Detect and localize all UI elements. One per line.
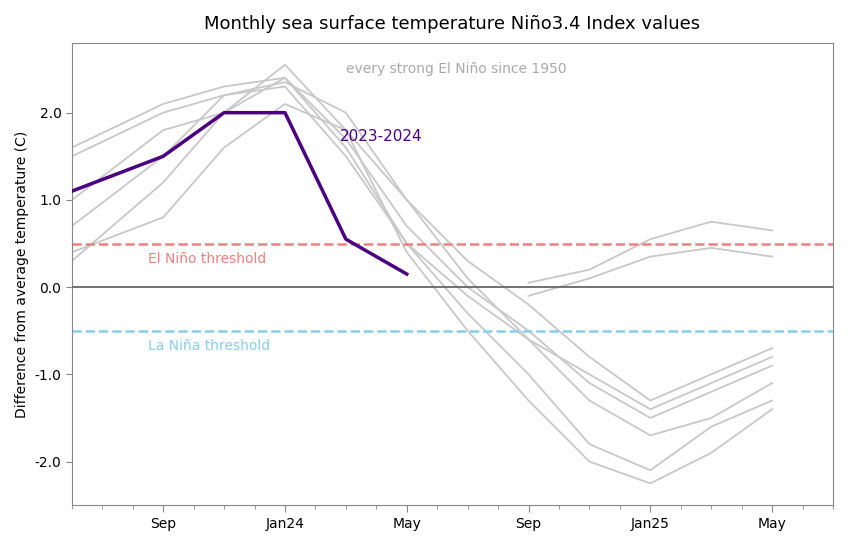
Text: 2023-2024: 2023-2024	[340, 129, 422, 144]
Title: Monthly sea surface temperature Niño3.4 Index values: Monthly sea surface temperature Niño3.4 …	[204, 15, 700, 33]
Text: every strong El Niño since 1950: every strong El Niño since 1950	[346, 62, 566, 76]
Y-axis label: Difference from average temperature (C): Difference from average temperature (C)	[15, 130, 29, 418]
Text: La Niña threshold: La Niña threshold	[148, 340, 270, 353]
Text: El Niño threshold: El Niño threshold	[148, 252, 266, 266]
